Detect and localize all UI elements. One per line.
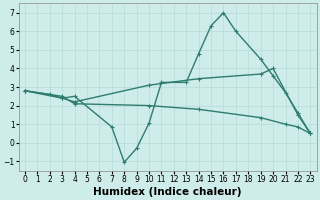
X-axis label: Humidex (Indice chaleur): Humidex (Indice chaleur) (93, 187, 242, 197)
